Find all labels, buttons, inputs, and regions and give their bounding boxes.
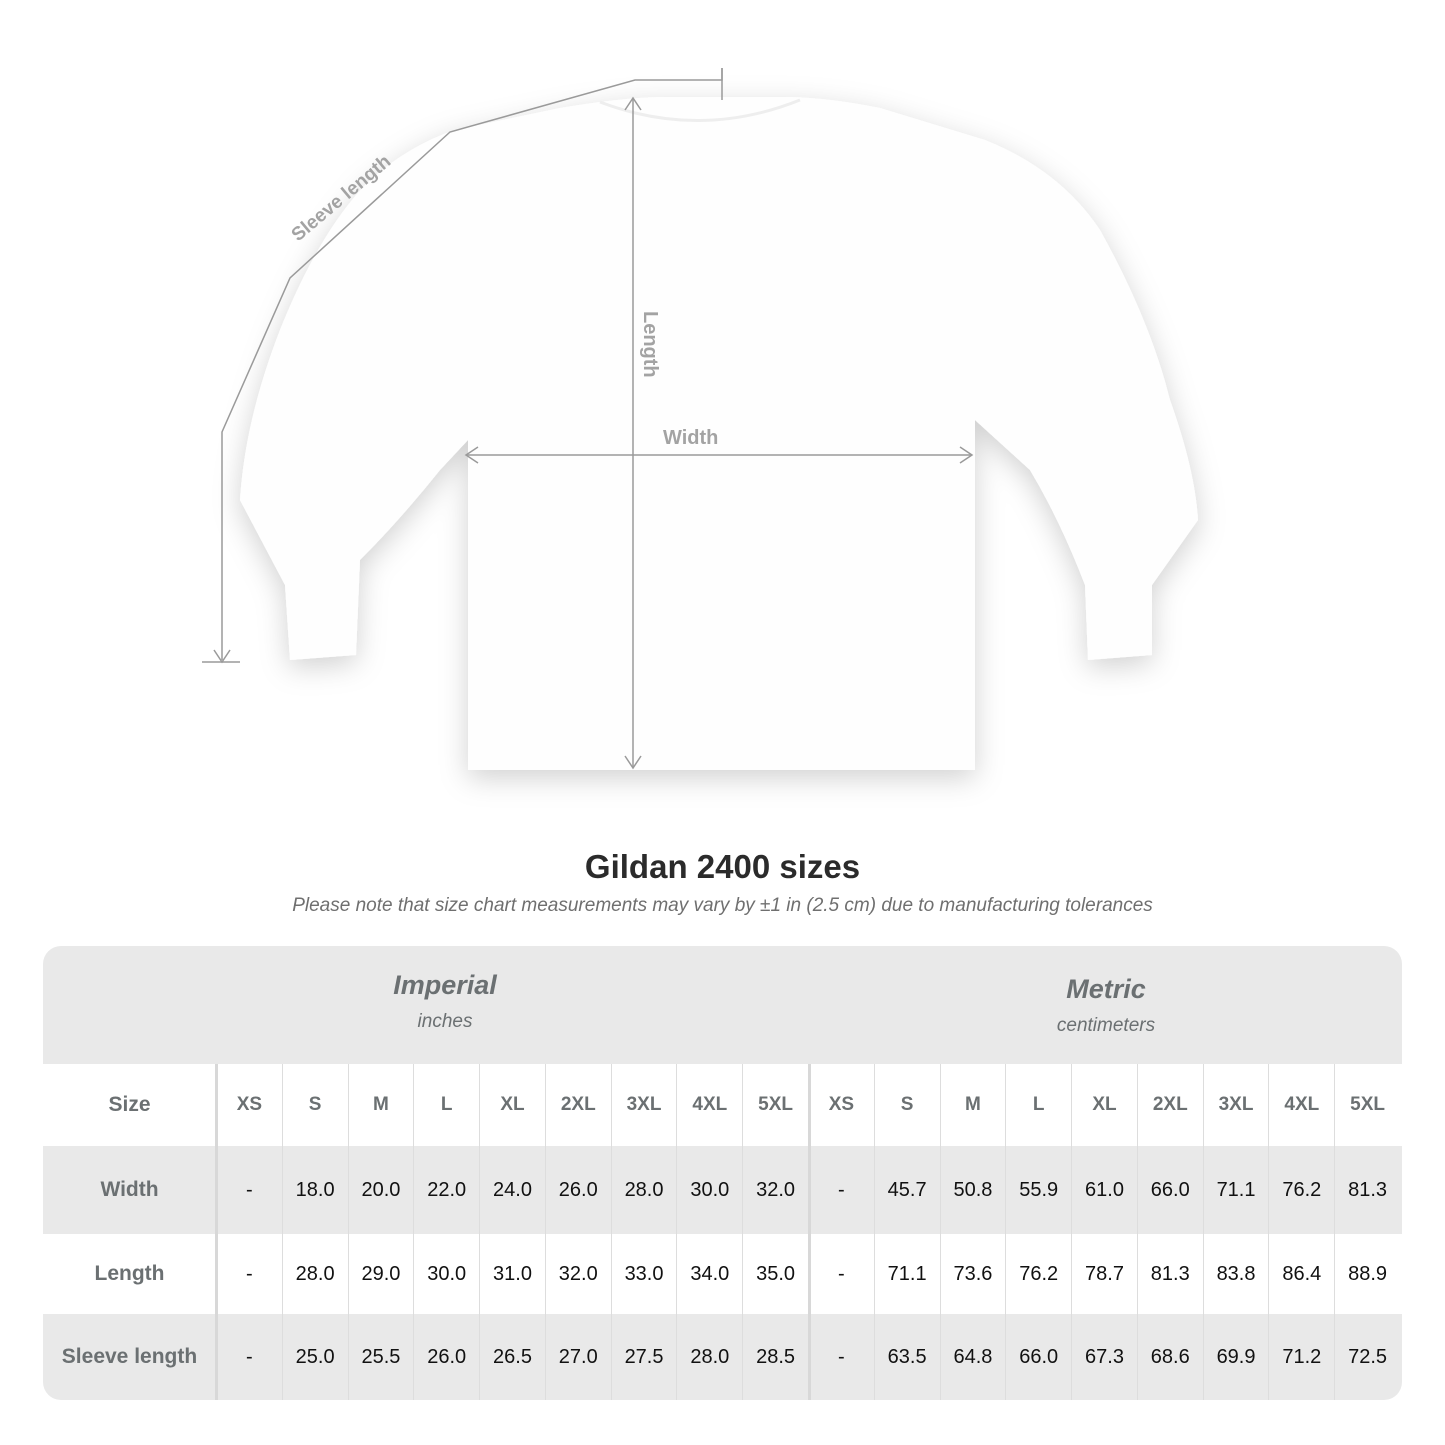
metric-value-cell: 66.0 <box>1005 1314 1071 1400</box>
metric-unit: centimeters <box>1056 1015 1156 1036</box>
row-label: Sleeve length <box>61 1345 198 1368</box>
metric-value-cell: - <box>808 1234 874 1314</box>
width-label: Width <box>663 427 718 449</box>
metric-value-cell: 81.3 <box>1334 1146 1400 1234</box>
imperial-value-cell: 33.0 <box>610 1234 677 1314</box>
long-sleeve-shirt <box>240 97 1198 770</box>
metric-value-cell: 71.1 <box>1202 1146 1269 1234</box>
imperial-size-header: XL <box>479 1064 545 1146</box>
imperial-size-header: 4XL <box>676 1064 742 1146</box>
label-divider <box>215 1064 218 1400</box>
imperial-size-header: XS <box>216 1064 282 1146</box>
imperial-value-cell: - <box>216 1314 282 1400</box>
metric-value-cell: 55.9 <box>1005 1146 1071 1234</box>
row-label: Size <box>108 1093 151 1116</box>
metric-value-cell: 78.7 <box>1071 1234 1137 1314</box>
imperial-size-header: L <box>413 1064 479 1146</box>
imperial-value-cell: 25.5 <box>347 1314 414 1400</box>
imperial-value-cell: 31.0 <box>479 1234 545 1314</box>
length-label: Length <box>639 311 661 378</box>
imperial-value-cell: 30.0 <box>413 1234 479 1314</box>
metric-value-cell: 86.4 <box>1268 1234 1334 1314</box>
metric-size-header: XL <box>1071 1064 1137 1146</box>
page-title: Gildan 2400 sizes <box>584 848 861 885</box>
metric-value-cell: 67.3 <box>1071 1314 1137 1400</box>
imperial-value-cell: 26.0 <box>413 1314 479 1400</box>
imperial-size-header: 3XL <box>610 1064 677 1146</box>
table-row: Width -18.0 20.0 22.0 24.0 26.0 28.0 30.0 32.0-4… <box>43 1146 1402 1234</box>
metric-value-cell: 45.7 <box>873 1146 940 1234</box>
metric-value-cell: 66.0 <box>1136 1146 1203 1234</box>
metric-title: Metric <box>1066 974 1146 1004</box>
table-row: Length -28.0 29.0 30.0 31.0 32.0 33.0 34.0 35.0-… <box>43 1234 1402 1314</box>
size-header-row: Size XS S M L XL 2XL 3XL 4XL 5XL XS S M L XL 2XL 3XL 4XL 5… <box>43 1064 1402 1146</box>
metric-value-cell: 64.8 <box>939 1314 1006 1400</box>
imperial-value-cell: - <box>216 1234 282 1314</box>
metric-value-cell: 71.1 <box>873 1234 940 1314</box>
metric-value-cell: 81.3 <box>1136 1234 1203 1314</box>
imperial-value-cell: - <box>216 1146 282 1234</box>
imperial-value-cell: 22.0 <box>413 1146 479 1234</box>
imperial-value-cell: 32.0 <box>742 1146 808 1234</box>
metric-size-header: XS <box>808 1064 874 1146</box>
size-table: Imperial inches Metric centimeters Size X… <box>43 946 1402 1400</box>
metric-value-cell: - <box>808 1146 874 1234</box>
metric-size-header: 4XL <box>1268 1064 1334 1146</box>
imperial-value-cell: 24.0 <box>479 1146 545 1234</box>
metric-value-cell: - <box>808 1314 874 1400</box>
metric-value-cell: 68.6 <box>1136 1314 1203 1400</box>
imperial-size-header: S <box>281 1064 348 1146</box>
metric-size-header: L <box>1005 1064 1071 1146</box>
imperial-value-cell: 29.0 <box>347 1234 414 1314</box>
imperial-value-cell: 20.0 <box>347 1146 414 1234</box>
metric-value-cell: 72.5 <box>1334 1314 1400 1400</box>
system-divider <box>808 1064 811 1400</box>
metric-header: Metric centimeters <box>810 974 1402 1037</box>
imperial-title: Imperial <box>393 970 497 1000</box>
imperial-value-cell: 26.0 <box>544 1146 611 1234</box>
metric-size-header: S <box>873 1064 940 1146</box>
metric-value-cell: 76.2 <box>1005 1234 1071 1314</box>
imperial-value-cell: 27.5 <box>610 1314 677 1400</box>
metric-value-cell: 61.0 <box>1071 1146 1137 1234</box>
imperial-value-cell: 28.0 <box>676 1314 742 1400</box>
imperial-value-cell: 30.0 <box>676 1146 742 1234</box>
imperial-value-cell: 34.0 <box>676 1234 742 1314</box>
imperial-value-cell: 25.0 <box>281 1314 348 1400</box>
metric-value-cell: 71.2 <box>1268 1314 1334 1400</box>
metric-value-cell: 73.6 <box>939 1234 1006 1314</box>
imperial-value-cell: 32.0 <box>544 1234 611 1314</box>
imperial-value-cell: 35.0 <box>742 1234 808 1314</box>
metric-size-header: 5XL <box>1334 1064 1400 1146</box>
collar <box>599 98 801 122</box>
imperial-size-header: 2XL <box>544 1064 611 1146</box>
imperial-value-cell: 27.0 <box>544 1314 611 1400</box>
metric-value-cell: 50.8 <box>939 1146 1006 1234</box>
imperial-size-header: 5XL <box>742 1064 808 1146</box>
imperial-unit: inches <box>417 1011 473 1032</box>
imperial-value-cell: 18.0 <box>281 1146 348 1234</box>
metric-size-header: 2XL <box>1136 1064 1203 1146</box>
imperial-value-cell: 26.5 <box>479 1314 545 1400</box>
metric-value-cell: 76.2 <box>1268 1146 1334 1234</box>
metric-size-header: M <box>939 1064 1006 1146</box>
metric-value-cell: 63.5 <box>873 1314 940 1400</box>
tolerance-note: Please note that size chart measurements… <box>292 895 1153 916</box>
imperial-header: Imperial inches <box>216 970 674 1033</box>
row-label: Length <box>94 1262 165 1285</box>
row-label: Width <box>100 1178 159 1201</box>
imperial-value-cell: 28.0 <box>610 1146 677 1234</box>
imperial-size-header: M <box>347 1064 414 1146</box>
metric-value-cell: 88.9 <box>1334 1234 1400 1314</box>
shirt-diagram: Sleeve length Length Width <box>202 68 1198 770</box>
table-header-band: Imperial inches Metric centimeters <box>43 946 1402 1064</box>
metric-value-cell: 83.8 <box>1202 1234 1269 1314</box>
imperial-value-cell: 28.5 <box>742 1314 808 1400</box>
metric-value-cell: 69.9 <box>1202 1314 1269 1400</box>
imperial-value-cell: 28.0 <box>281 1234 348 1314</box>
metric-size-header: 3XL <box>1202 1064 1269 1146</box>
table-row: Sleeve length -25.0 25.5 26.0 26.5 27.0 27.5 28… <box>43 1314 1402 1400</box>
